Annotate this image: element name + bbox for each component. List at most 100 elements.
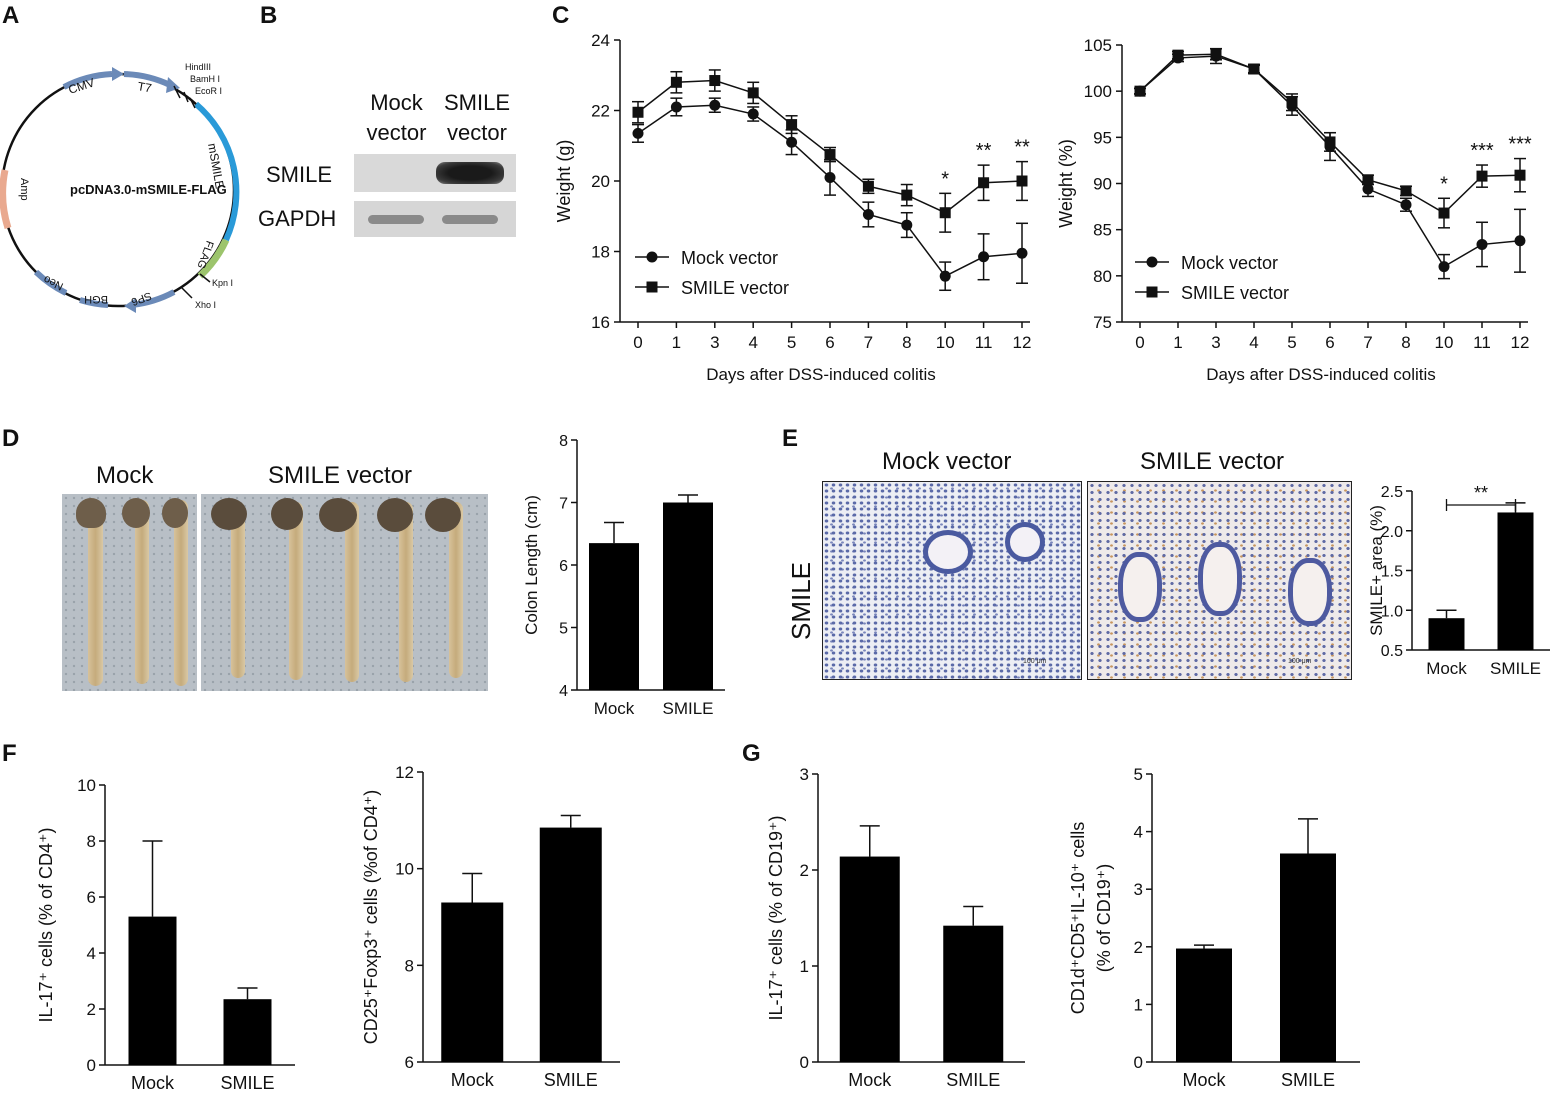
x-tick-label: 6: [825, 333, 834, 352]
x-axis-label: Days after DSS-induced colitis: [1206, 365, 1436, 384]
legend-marker-square: [646, 281, 658, 293]
data-point-square: [632, 106, 644, 118]
y-tick-label: 5: [559, 621, 568, 638]
x-tick-label: 11: [1473, 333, 1491, 352]
y-tick-label: 22: [591, 102, 610, 121]
y-tick-label: 18: [591, 243, 610, 262]
data-point-circle: [1016, 247, 1028, 259]
chart-weight-grams: 16 18 20 22 24 0 1 3 4 5 6 7 8 10 11 12 Days after DSS-i…: [554, 31, 1032, 384]
legend-label: Mock vector: [1181, 253, 1278, 273]
y-tick-label: 16: [591, 313, 610, 332]
x-tick-label: 8: [1401, 333, 1410, 352]
blot-row-smile: SMILE: [266, 162, 333, 187]
chart-il17-cd19: 0 1 2 3 Mock SMILE IL-17⁺ cells (% of CD19⁺): [766, 765, 1025, 1090]
bar-smile: [539, 827, 602, 1062]
significance-mark: ***: [1508, 134, 1532, 156]
data-point-circle: [1400, 199, 1412, 211]
x-tick-label: 4: [748, 333, 757, 352]
y-axis-label: Weight (%): [1056, 139, 1076, 228]
x-tick-label: 12: [1511, 333, 1530, 352]
blot-col-smile-line2: vector: [447, 120, 507, 145]
data-point-square: [824, 149, 836, 161]
y-axis-label: CD25⁺Foxp3⁺ cells (%of CD4⁺): [361, 790, 381, 1045]
x-tick-label: 3: [1211, 333, 1220, 352]
data-point-circle: [1438, 261, 1450, 273]
x-axis-label: Days after DSS-induced colitis: [706, 365, 936, 384]
y-tick-label: 1: [1134, 995, 1143, 1014]
x-tick-label: 7: [864, 333, 873, 352]
bar-mock: [1428, 618, 1465, 650]
bar-smile: [223, 999, 272, 1065]
x-tick-label: 0: [1135, 333, 1144, 352]
y-tick-label: 7: [559, 496, 568, 513]
x-tick-label: Mock: [451, 1070, 495, 1090]
histo-smile-title: SMILE vector: [1140, 448, 1285, 475]
data-point-square: [939, 207, 951, 219]
data-point-square: [1210, 48, 1222, 60]
data-point-square: [1400, 185, 1412, 197]
series-line-1: [1139, 55, 1521, 268]
legend-marker-circle: [646, 251, 658, 263]
y-tick-label: 2: [87, 1000, 96, 1019]
x-tick-label: 6: [1325, 333, 1334, 352]
x-tick-label: Mock: [1182, 1070, 1226, 1090]
y-tick-label: 4: [1134, 823, 1143, 842]
blot-band: [436, 162, 504, 184]
blot-col-smile-line1: SMILE: [443, 90, 511, 115]
y-tick-label: 1.0: [1381, 603, 1403, 620]
x-tick-label: SMILE: [544, 1070, 598, 1090]
y-tick-label: 6: [87, 888, 96, 907]
legend-label: Mock vector: [681, 248, 778, 268]
colon-photo-mock: [62, 494, 197, 691]
scale-bar-smile: 100 μm: [1288, 658, 1312, 665]
x-tick-label: 12: [1013, 333, 1032, 352]
plasmid-map: pcDNA3.0-mSMILE-FLAG HindIII BamH I EcoR…: [0, 62, 240, 313]
data-point-square: [1016, 175, 1028, 187]
feature-t7: T7: [136, 79, 153, 95]
data-point-circle: [709, 99, 721, 111]
panel-letter-f: F: [2, 740, 17, 767]
feature-bgh: BGH: [84, 293, 108, 305]
data-point-circle: [939, 270, 951, 282]
bar-mock: [839, 856, 900, 1062]
significance-mark: *: [941, 168, 949, 190]
blot-band: [368, 215, 424, 224]
y-tick-label: 2.5: [1381, 484, 1403, 501]
y-tick-label: 8: [87, 832, 96, 851]
y-tick-label: 24: [591, 31, 610, 50]
legend-marker-square: [1146, 286, 1158, 298]
blot-band: [442, 215, 498, 224]
data-point-circle: [1476, 238, 1488, 250]
y-tick-label: 4: [559, 683, 568, 700]
site-xhoi: Xho I: [195, 300, 216, 310]
blot-strip-gapdh: [354, 201, 516, 237]
blot-strip-smile: [354, 154, 516, 192]
data-point-square: [978, 177, 990, 189]
data-point-square: [1286, 96, 1298, 108]
y-axis-label: SMILE+ area (%): [1367, 505, 1386, 636]
chart-smile-area: 0.5 1.0 1.5 2.0 2.5 Mock SMILE SMILE+ area (%) *…: [1367, 483, 1550, 678]
y-tick-label: 90: [1093, 175, 1112, 194]
y-tick-label: 100: [1084, 82, 1112, 101]
feature-neo: Neo: [42, 273, 65, 292]
y-axis-label: CD1d⁺CD5⁺IL-10⁺ cells: [1068, 822, 1088, 1015]
y-tick-label: 2.0: [1381, 524, 1403, 541]
bar-mock: [441, 902, 504, 1062]
data-point-square: [1324, 136, 1336, 148]
x-tick-label: 5: [1287, 333, 1296, 352]
y-tick-label: 0.5: [1381, 643, 1403, 660]
y-tick-label: 10: [77, 776, 96, 795]
data-point-circle: [1514, 235, 1526, 247]
data-point-circle: [901, 219, 913, 231]
y-tick-label: 1.5: [1381, 564, 1403, 581]
chart-il17-cd4: 0 2 4 6 8 10 Mock SMILE IL-17⁺ cells (% of CD4⁺): [36, 776, 295, 1093]
bar-mock: [589, 543, 639, 690]
significance-mark: **: [976, 140, 992, 162]
data-point-square: [1514, 169, 1526, 181]
y-tick-label: 8: [559, 433, 568, 450]
bar-smile: [1280, 853, 1336, 1062]
x-tick-label: Mock: [131, 1073, 175, 1093]
y-tick-label: 75: [1093, 313, 1112, 332]
data-point-square: [901, 189, 913, 201]
blot-row-gapdh: GAPDH: [258, 206, 337, 231]
